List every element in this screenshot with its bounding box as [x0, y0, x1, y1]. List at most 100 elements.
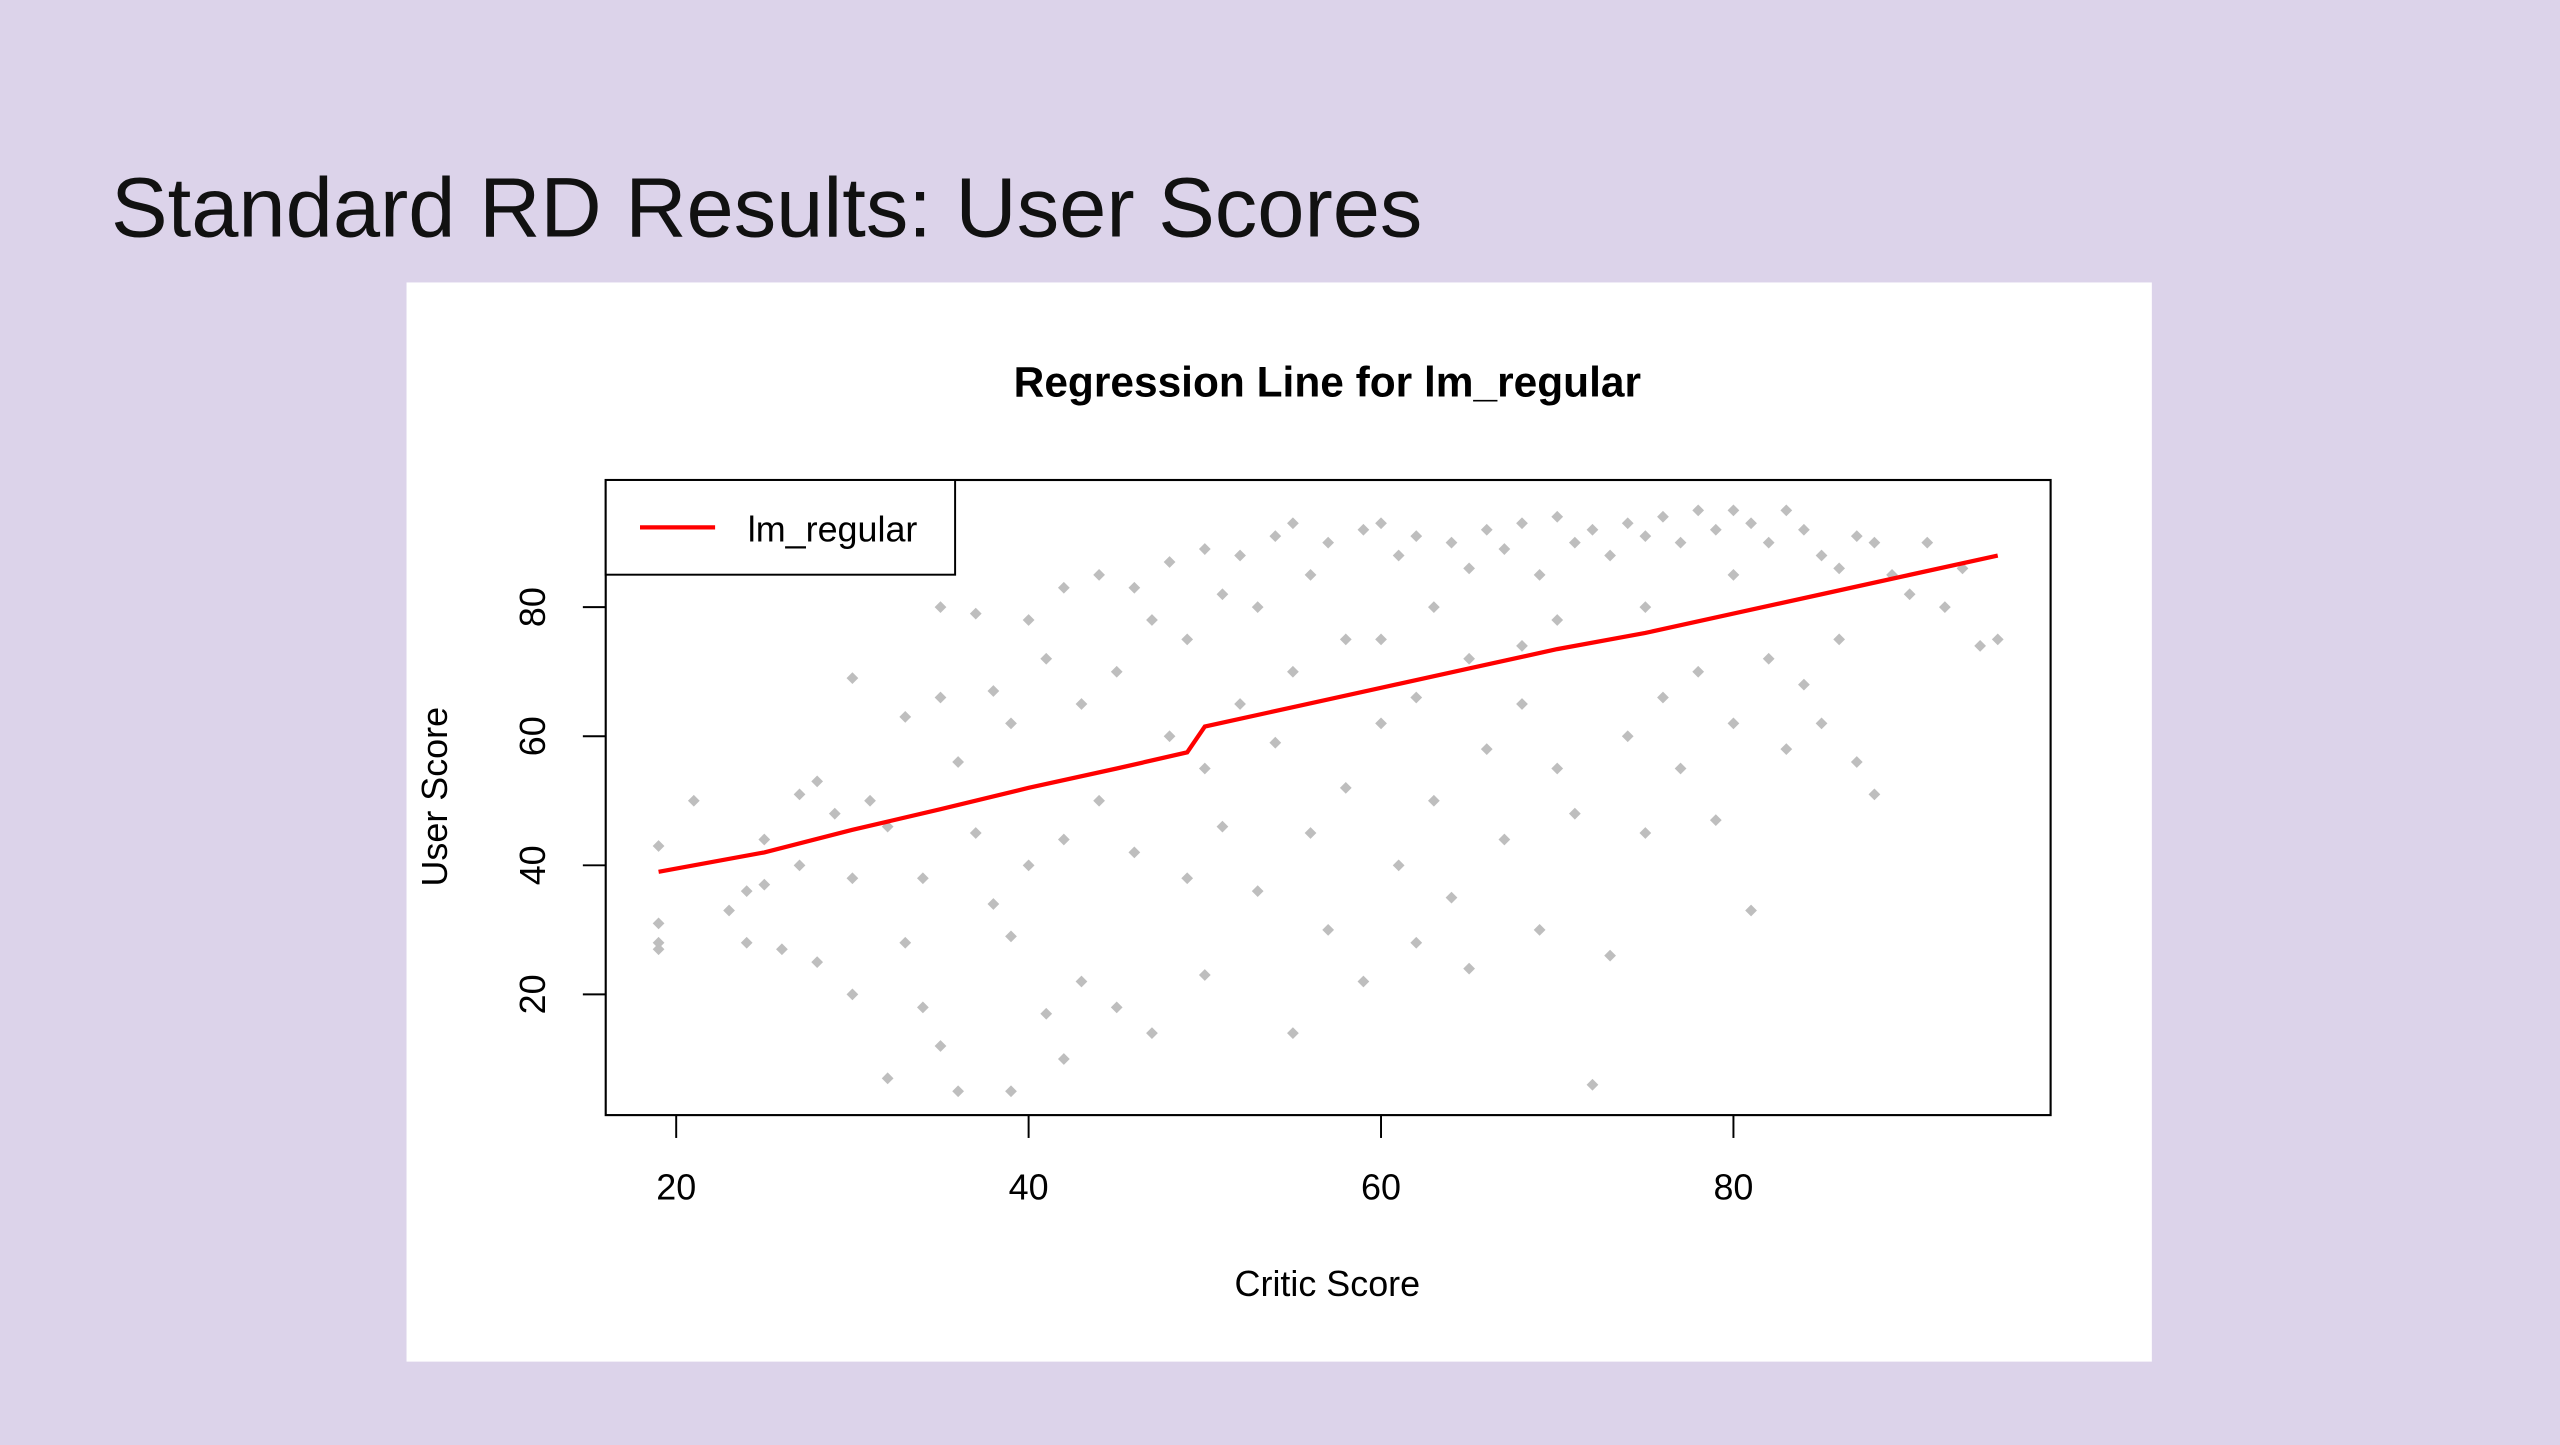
scatter-point: [740, 885, 753, 898]
scatter-point: [952, 1085, 965, 1098]
scatter-point: [1287, 665, 1299, 678]
chart-title: Regression Line for lm_regular: [1014, 359, 1641, 406]
scatter-point: [1850, 530, 1863, 543]
x-tick-label: 20: [656, 1167, 696, 1208]
scatter-point: [1216, 820, 1229, 833]
scatter-point: [934, 601, 947, 614]
scatter-point: [1974, 639, 1987, 652]
x-axis-title: Critic Score: [1235, 1263, 1421, 1304]
scatter-point: [899, 710, 912, 723]
scatter-point: [1075, 698, 1088, 710]
scatter-point: [846, 672, 859, 685]
scatter-point: [811, 775, 824, 788]
scatter-point: [758, 878, 771, 891]
scatter-point: [1005, 717, 1017, 730]
scatter-point: [776, 943, 788, 956]
scatter-point: [1339, 781, 1352, 794]
scatter-point: [1815, 717, 1828, 730]
slide-title: Standard RD Results: User Scores: [111, 160, 1422, 255]
scatter-point: [1586, 1078, 1599, 1091]
legend-label: lm_regular: [748, 509, 918, 550]
scatter-point: [652, 943, 665, 956]
y-axis-title: User Score: [414, 707, 455, 887]
scatter-point: [1956, 562, 1969, 575]
scatter-point: [1322, 923, 1335, 936]
scatter-point: [969, 827, 982, 839]
scatter-point: [1375, 633, 1387, 646]
scatter-point: [1005, 930, 1017, 943]
x-tick-label: 60: [1361, 1167, 1401, 1208]
scatter-point: [1674, 536, 1687, 549]
scatter-point: [1075, 975, 1088, 988]
scatter-point: [1463, 962, 1476, 975]
scatter-point: [1798, 523, 1810, 536]
scatter-point: [1533, 569, 1546, 581]
scatter-point: [1146, 1027, 1158, 1040]
scatter-point: [1498, 543, 1511, 555]
scatter-point: [864, 794, 876, 807]
scatter-point: [1093, 569, 1105, 581]
scatter-point: [1163, 730, 1176, 743]
scatter-point: [1357, 975, 1370, 988]
scatter-point: [740, 936, 753, 949]
scatter-point: [1709, 523, 1722, 536]
plot-frame: [604, 478, 2052, 1117]
scatter-point: [987, 685, 1000, 697]
regression-line: [658, 553, 1999, 874]
scatter-point: [1586, 523, 1599, 536]
y-tick-label: 40: [512, 845, 553, 885]
scatter-point: [899, 936, 912, 949]
scatter-point: [1022, 614, 1035, 626]
scatter-point: [1621, 730, 1634, 743]
scatter-point: [1709, 814, 1722, 827]
scatter-point: [652, 840, 665, 852]
scatter-point: [1762, 536, 1775, 549]
scatter-point: [687, 794, 700, 807]
scatter-point: [1128, 581, 1141, 594]
scatter-point: [1463, 652, 1476, 665]
scatter-point: [1780, 743, 1793, 756]
scatter-point: [1551, 614, 1564, 626]
scatter-point: [1375, 517, 1387, 530]
scatter-point: [793, 788, 806, 801]
scatter-point: [1533, 923, 1546, 936]
scatter-point: [1639, 530, 1652, 543]
scatter-point: [1339, 633, 1352, 646]
scatter-point: [846, 988, 859, 1001]
scatter-point: [1128, 846, 1141, 859]
legend: lm_regular: [604, 479, 957, 576]
scatter-point: [1392, 859, 1405, 872]
x-tick-label: 40: [1009, 1167, 1049, 1208]
scatter-point: [1392, 549, 1405, 562]
scatter-point: [1375, 717, 1387, 730]
scatter-point: [1621, 517, 1634, 530]
scatter-point: [1815, 549, 1828, 562]
y-tick-label: 80: [512, 587, 553, 627]
scatter-point: [969, 607, 982, 620]
scatter-point: [1110, 1001, 1123, 1014]
scatter-point: [1146, 614, 1158, 626]
scatter-point: [1780, 504, 1793, 517]
scatter-point: [1498, 833, 1511, 846]
scatter-point: [1110, 665, 1123, 678]
scatter-point: [1516, 698, 1528, 710]
scatter-point: [917, 1001, 929, 1014]
scatter-point: [828, 807, 841, 820]
scatter-point: [1040, 1007, 1053, 1020]
scatter-point: [1093, 794, 1105, 807]
scatter-point: [1181, 633, 1194, 646]
chart-panel: [406, 282, 2152, 1362]
scatter-point: [1216, 588, 1229, 601]
scatter-point: [1745, 904, 1757, 917]
scatter-point: [1798, 678, 1810, 691]
scatter-point: [1181, 872, 1194, 885]
scatter-point: [1410, 691, 1423, 704]
scatter-point: [1692, 665, 1705, 678]
scatter-point: [1639, 601, 1652, 614]
scatter-point: [1692, 504, 1705, 517]
scatter-point: [1762, 652, 1775, 665]
x-tick-label: 80: [1713, 1167, 1753, 1208]
scatter-point: [987, 898, 1000, 910]
scatter-point: [723, 904, 735, 917]
